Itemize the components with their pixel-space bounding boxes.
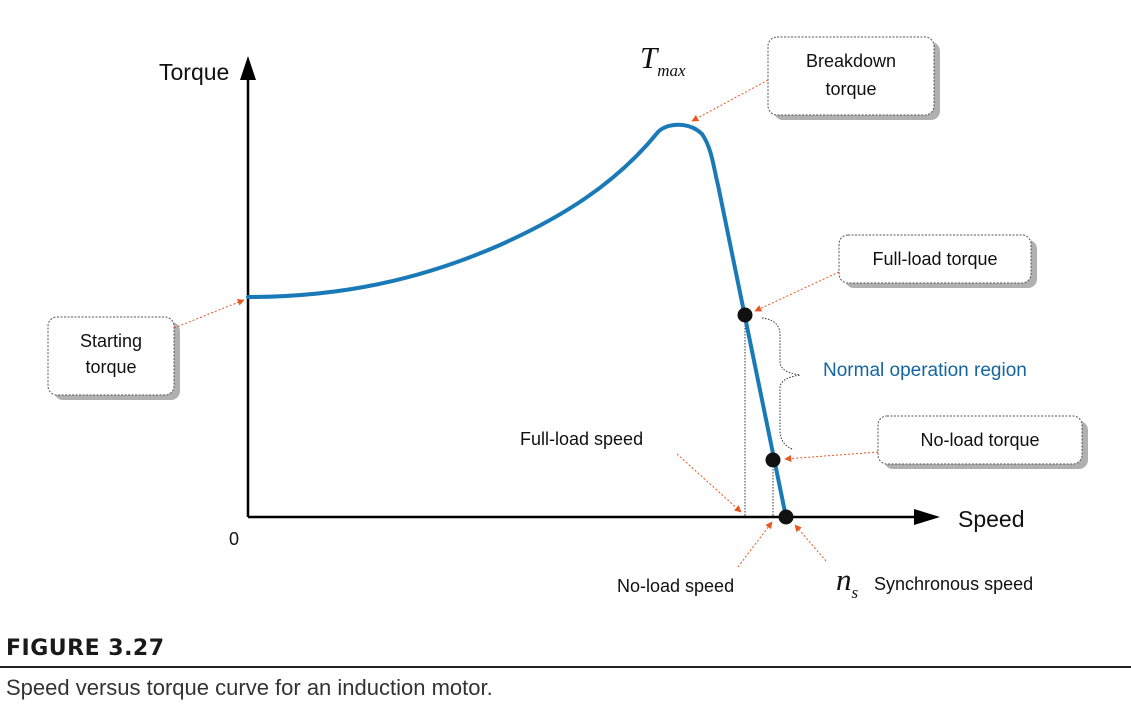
breakdown-label-line1: Breakdown [806, 51, 896, 71]
x-axis-title: Speed [958, 506, 1025, 532]
x-axis-arrowhead [914, 509, 940, 525]
torque-speed-diagram: Torque Speed 0 Normal operation region T… [47, 36, 1088, 602]
torque-speed-curve [246, 122, 788, 519]
tmax-label: Tmax [640, 40, 686, 80]
ns-label: ns [836, 562, 859, 602]
synchronous-speed-arrow [794, 524, 827, 562]
full-load-torque-label: Full-load torque [872, 249, 997, 269]
tmax-subscript: max [657, 61, 686, 80]
ns-main: n [836, 562, 852, 597]
no-load-point [765, 452, 781, 468]
no-load-torque-label: No-load torque [920, 430, 1039, 450]
breakdown-label-line2: torque [825, 79, 876, 99]
normal-region-label: Normal operation region [823, 360, 1027, 381]
full-load-speed-arrow [676, 453, 742, 513]
no-load-speed-label: No-load speed [617, 576, 734, 596]
synchronous-speed-point [778, 509, 794, 525]
y-axis-title: Torque [159, 59, 229, 85]
breakdown-box [767, 36, 935, 116]
starting-box [47, 316, 175, 396]
origin-label: 0 [229, 529, 239, 549]
starting-arrow [173, 299, 245, 329]
breakdown-arrow [691, 79, 769, 122]
y-axis-arrowhead [240, 56, 256, 80]
figure-caption: Speed versus torque curve for an inducti… [6, 675, 493, 700]
starting-label-line2: torque [85, 357, 136, 377]
caption-divider [0, 666, 1131, 668]
no-load-torque-arrow [784, 451, 879, 463]
synchronous-speed-label: Synchronous speed [874, 574, 1033, 594]
starting-label-line1: Starting [80, 331, 142, 351]
full-load-torque-arrow [754, 271, 840, 312]
ns-subscript: s [852, 583, 859, 602]
no-load-speed-arrow [737, 521, 773, 568]
figure-label: FIGURE 3.27 [6, 636, 165, 661]
no-load-box [877, 415, 1083, 465]
full-load-point [737, 307, 753, 323]
full-load-box [838, 234, 1032, 284]
tmax-main: T [640, 40, 660, 75]
full-load-speed-label: Full-load speed [520, 429, 643, 449]
